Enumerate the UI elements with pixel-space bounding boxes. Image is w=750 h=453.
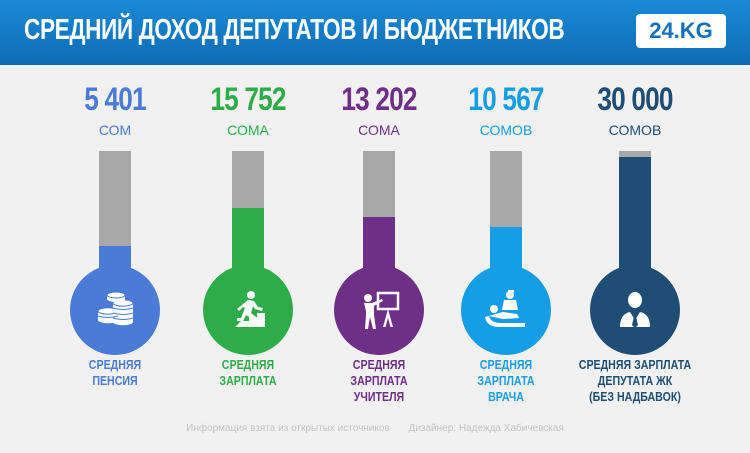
footer-designer: Дизайнер: Надежда Хабичевская <box>408 423 564 434</box>
stairs-climber-icon <box>225 287 271 333</box>
value-label: 5 401 <box>84 81 146 117</box>
unit-label: СОМ <box>98 122 132 138</box>
footer: Информация взята из открытых источников … <box>0 423 750 434</box>
caption-line: ДЕПУТАТА ЖК <box>597 374 673 388</box>
caption-line: ВРАЧА <box>488 390 524 404</box>
caption-line: ЗАРПЛАТА <box>350 374 408 388</box>
chart-column: 5 401 СОМ СРЕДНЯЯ ПЕНСИЯ <box>45 65 185 405</box>
chart-column: 13 202 СОМА СРЕДНЯЯ ЗАРПЛАТА УЧИТЕЛЯ <box>309 65 449 405</box>
teacher-board-icon <box>356 287 402 333</box>
caption: СРЕДНЯЯ ЗАРПЛАТА УЧИТЕЛЯ <box>311 357 447 405</box>
caption: СРЕДНЯЯ ЗАРПЛАТА ДЕПУТАТА ЖК (БЕЗ НАДБАВОК… <box>567 357 703 405</box>
doctor-patient-icon <box>483 287 529 333</box>
thermometer-bulb <box>461 265 551 355</box>
chart-column: 10 567 СОМОВ СРЕДНЯЯ ЗАРПЛАТА ВРАЧА <box>436 65 576 405</box>
caption: СРЕДНЯЯ ПЕНСИЯ <box>47 357 183 389</box>
chart-column: 30 000 СОМОВ СРЕДНЯЯ ЗАРПЛАТА ДЕПУТАТА ЖК (Б… <box>565 65 705 405</box>
caption-line: УЧИТЕЛЯ <box>353 390 405 404</box>
thermometer-bulb <box>334 265 424 355</box>
thermometer-bulb <box>203 265 293 355</box>
header-bar: СРЕДНИЙ ДОХОД ДЕПУТАТОВ И БЮДЖЕТНИКОВ 24… <box>0 0 750 65</box>
caption-line: СРЕДНЯЯ <box>352 358 406 372</box>
caption-line: СРЕДНЯЯ <box>221 358 275 372</box>
logo-24kg: 24.KG <box>636 14 726 48</box>
caption: СРЕДНЯЯ ЗАРПЛАТА ВРАЧА <box>438 357 574 405</box>
businessman-icon <box>612 287 658 333</box>
caption-line: ПЕНСИЯ <box>92 374 138 388</box>
caption: СРЕДНЯЯ ЗАРПЛАТА <box>180 357 316 389</box>
caption-line: ЗАРПЛАТА <box>219 374 277 388</box>
unit-label: СОМА <box>227 122 269 138</box>
value-label: 13 202 <box>341 81 417 117</box>
coins-icon <box>92 287 138 333</box>
unit-label: СОМОВ <box>608 122 662 138</box>
value-label: 30 000 <box>597 81 673 117</box>
value-label: 10 567 <box>468 81 544 117</box>
thermometer-bulb <box>590 265 680 355</box>
unit-label: СОМА <box>358 122 400 138</box>
caption-line: СРЕДНЯЯ <box>88 358 142 372</box>
unit-label: СОМОВ <box>479 122 533 138</box>
chart-column: 15 752 СОМА СРЕДНЯЯ ЗАРПЛАТА <box>178 65 318 405</box>
caption-line: СРЕДНЯЯ ЗАРПЛАТА <box>578 358 692 372</box>
footer-source: Информация взята из открытых источников <box>186 423 390 434</box>
caption-line: (БЕЗ НАДБАВОК) <box>589 390 681 404</box>
value-label: 15 752 <box>210 81 286 117</box>
caption-line: СРЕДНЯЯ <box>479 358 533 372</box>
thermometer-bulb <box>70 265 160 355</box>
caption-line: ЗАРПЛАТА <box>477 374 535 388</box>
page-title: СРЕДНИЙ ДОХОД ДЕПУТАТОВ И БЮДЖЕТНИКОВ <box>24 14 565 46</box>
